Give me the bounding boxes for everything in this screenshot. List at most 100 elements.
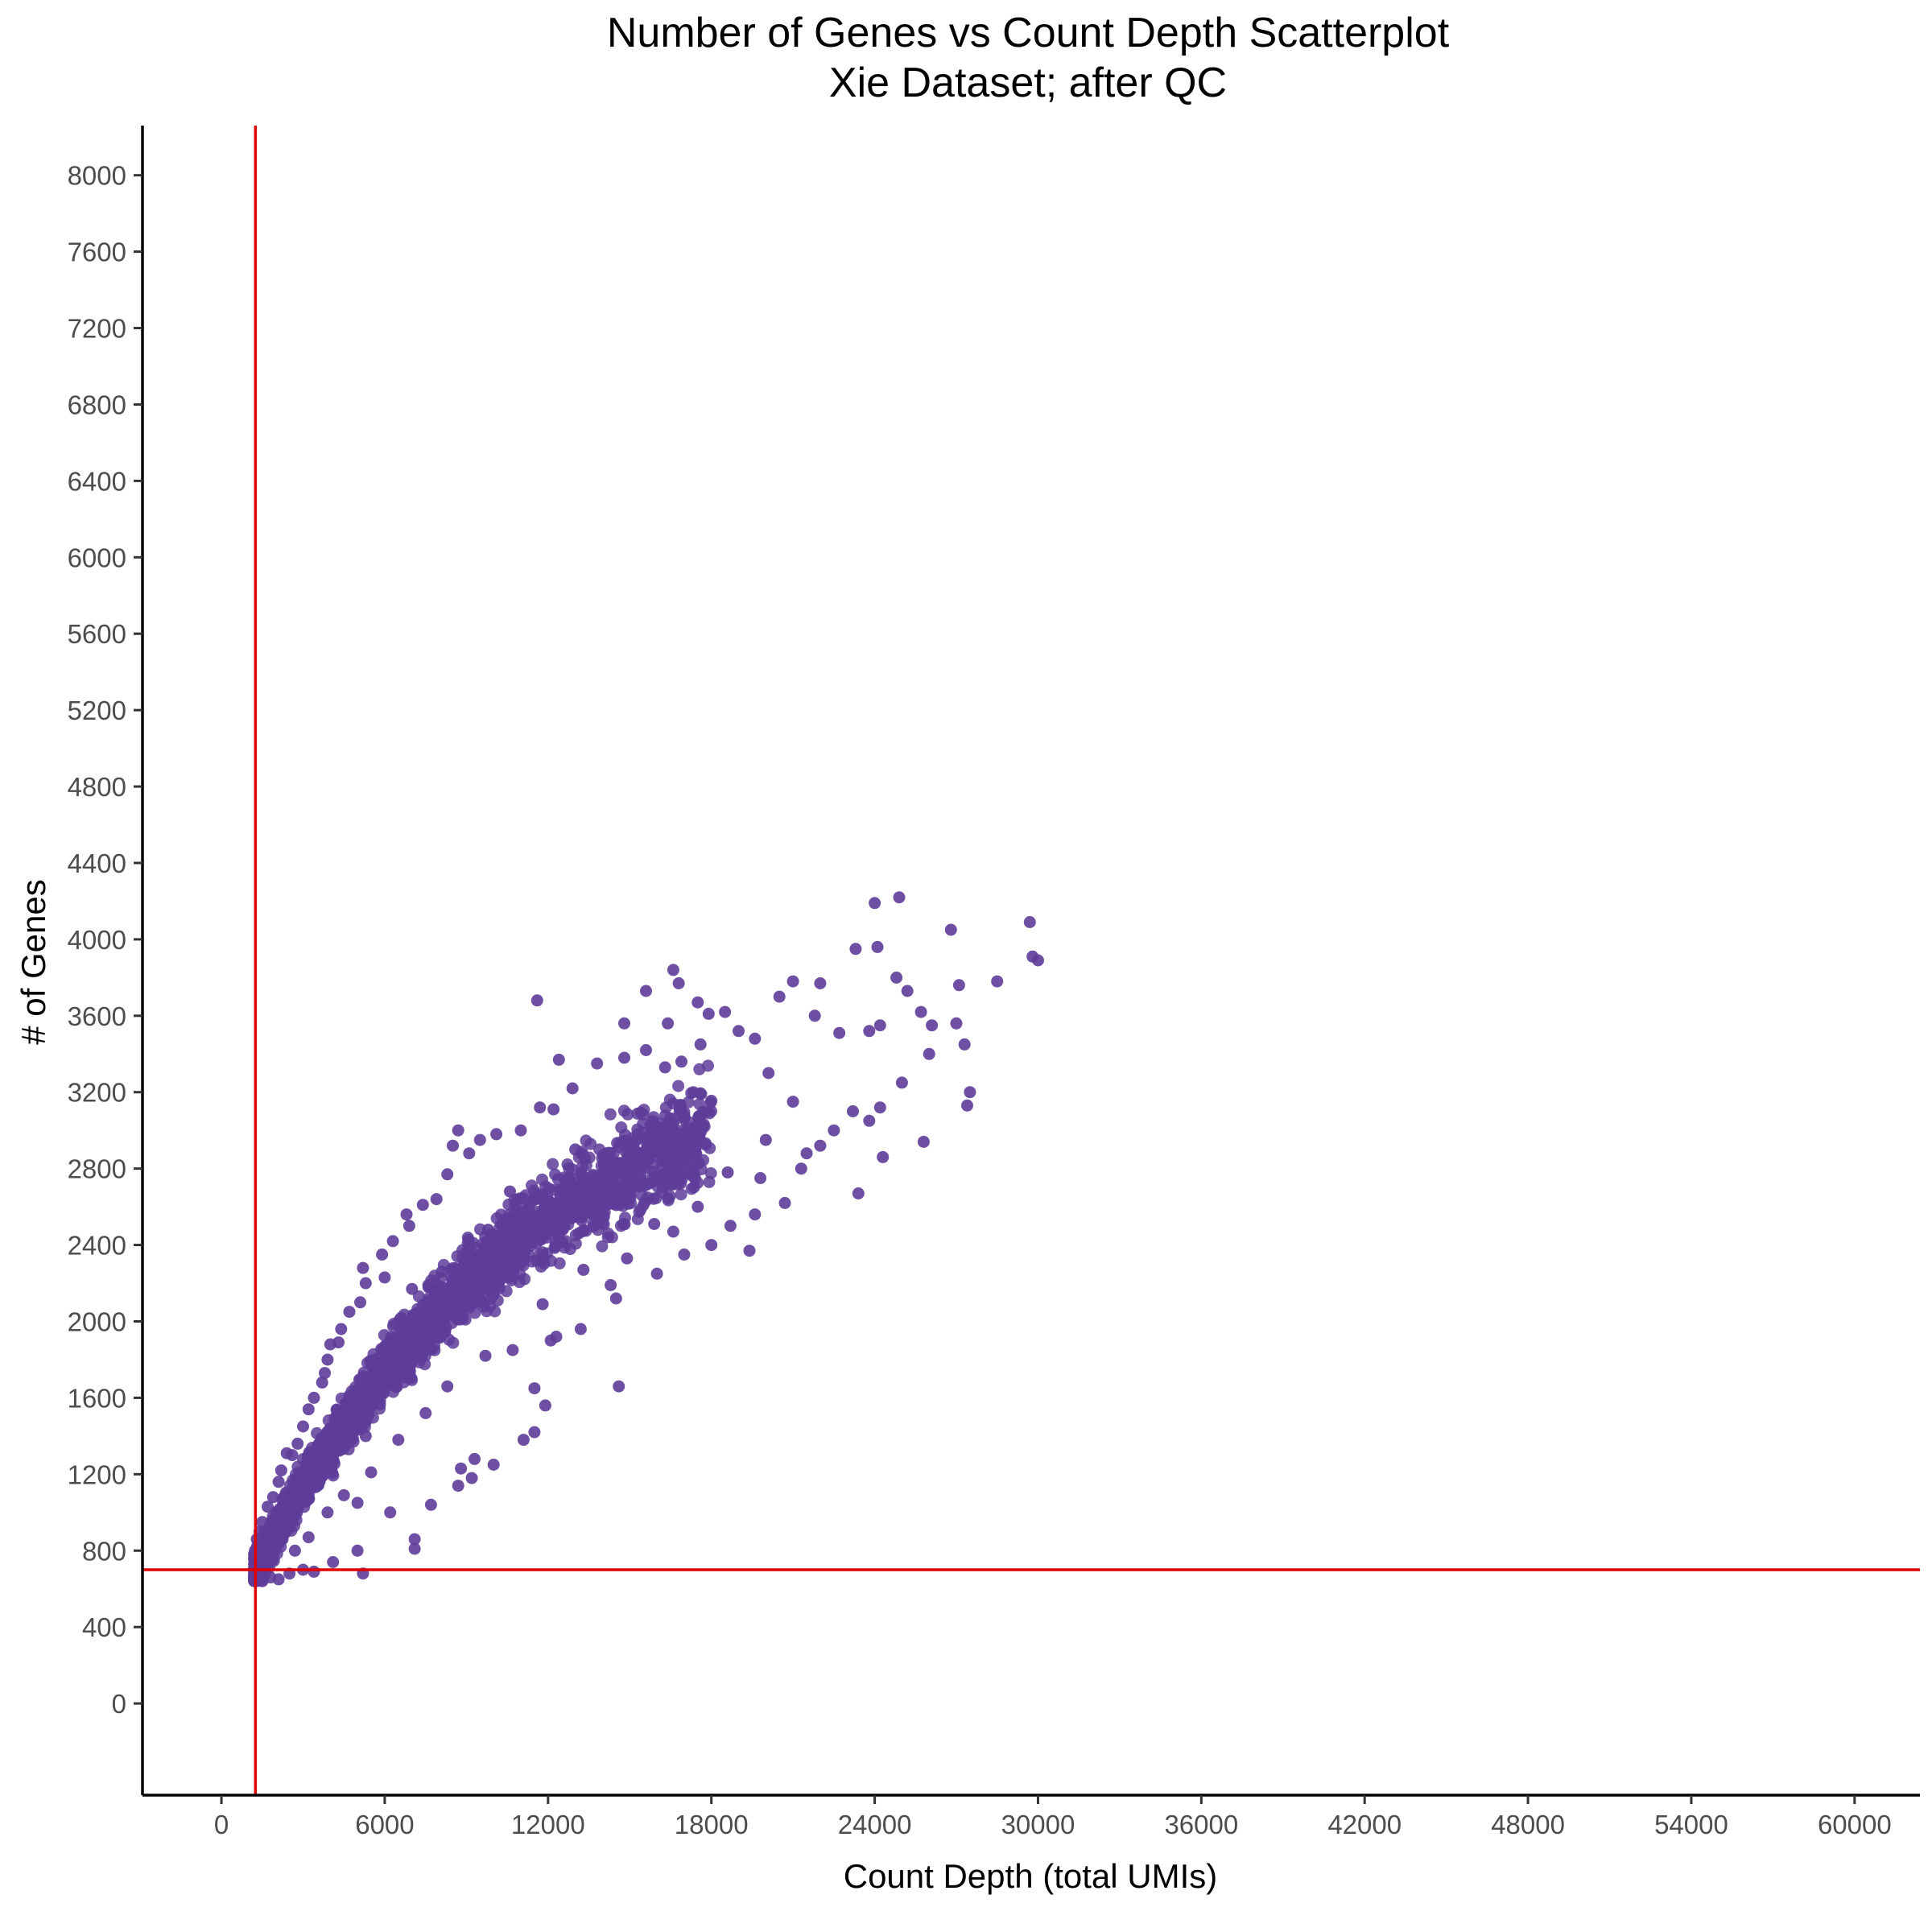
scatter-point xyxy=(514,1258,526,1271)
scatter-point xyxy=(422,1307,434,1319)
scatter-point xyxy=(300,1482,313,1495)
scatter-point xyxy=(877,1150,890,1163)
scatter-point xyxy=(362,1409,375,1421)
y-tick-label: 5200 xyxy=(68,696,126,725)
y-tick-label: 3600 xyxy=(68,1001,126,1031)
scatter-point xyxy=(577,1263,590,1276)
scatter-point xyxy=(662,1017,675,1030)
scatter-point xyxy=(272,1573,285,1586)
scatter-point xyxy=(530,1254,543,1267)
y-tick-label: 0 xyxy=(112,1689,126,1719)
scatter-point xyxy=(597,1216,609,1229)
scatter-point xyxy=(359,1430,372,1443)
scatter-point xyxy=(693,1097,706,1110)
scatter-point xyxy=(528,1216,541,1229)
y-tick-label: 8000 xyxy=(68,161,126,191)
scatter-point xyxy=(702,1007,715,1020)
scatter-point xyxy=(335,1323,348,1335)
scatter-point xyxy=(308,1391,320,1404)
scatter-point xyxy=(419,1406,432,1419)
scatter-point xyxy=(275,1464,287,1477)
scatter-point xyxy=(374,1402,386,1415)
scatter-point xyxy=(335,1392,348,1405)
scatter-point xyxy=(608,1146,620,1159)
scatter-point xyxy=(749,1208,762,1221)
scatter-point xyxy=(288,1544,301,1557)
scatter-point xyxy=(640,985,652,997)
scatter-point xyxy=(319,1367,331,1380)
scatter-point xyxy=(378,1271,391,1284)
scatter-point xyxy=(550,1331,563,1343)
scatter-point xyxy=(630,1178,643,1191)
scatter-point xyxy=(552,1053,565,1066)
scatter-point xyxy=(675,1177,687,1190)
scatter-point xyxy=(762,1067,775,1080)
scatter-point xyxy=(266,1491,279,1504)
x-tick-label: 0 xyxy=(214,1810,229,1839)
scatter-point xyxy=(504,1185,516,1198)
x-tick-label: 54000 xyxy=(1654,1810,1728,1839)
scatter-point xyxy=(517,1234,530,1247)
scatter-point xyxy=(441,1380,454,1393)
scatter-point xyxy=(621,1252,634,1265)
scatter-point xyxy=(640,1044,652,1056)
scatter-point xyxy=(327,1556,340,1568)
scatter-point xyxy=(759,1133,772,1146)
scatter-point xyxy=(539,1199,552,1212)
scatter-point xyxy=(547,1103,560,1116)
scatter-point xyxy=(401,1316,414,1329)
scatter-point xyxy=(327,1439,340,1451)
x-tick-label: 12000 xyxy=(511,1810,585,1839)
scatter-point xyxy=(553,1183,566,1196)
scatter-point xyxy=(584,1178,597,1191)
scatter-point xyxy=(549,1168,561,1181)
scatter-point xyxy=(534,1101,547,1114)
scatter-point xyxy=(500,1285,513,1298)
scatter-point xyxy=(430,1193,443,1206)
scatter-point xyxy=(1032,954,1044,967)
y-tick-label: 800 xyxy=(82,1536,126,1566)
scatter-point xyxy=(403,1348,415,1360)
scatter-point xyxy=(950,1017,963,1030)
scatter-point xyxy=(264,1551,277,1564)
scatter-point xyxy=(357,1261,369,1274)
scatter-point xyxy=(357,1373,369,1385)
scatter-point xyxy=(440,1291,453,1304)
scatter-point xyxy=(605,1231,618,1244)
scatter-point xyxy=(596,1240,609,1253)
scatter-point xyxy=(384,1506,397,1519)
scatter-point xyxy=(704,1096,717,1108)
scatter-point xyxy=(337,1488,350,1501)
scatter-point xyxy=(308,1565,320,1578)
scatter-point xyxy=(481,1224,494,1236)
y-tick-label: 7200 xyxy=(68,314,126,344)
scatter-point xyxy=(672,977,685,989)
scatter-point xyxy=(691,1176,704,1189)
x-tick-label: 60000 xyxy=(1818,1810,1892,1839)
scatter-point xyxy=(345,1420,358,1433)
scatter-point xyxy=(291,1437,304,1450)
scatter-point xyxy=(535,1225,547,1238)
scatter-point xyxy=(359,1277,372,1290)
scatter-point xyxy=(351,1544,364,1557)
scatter-point xyxy=(773,990,786,1003)
scatter-point xyxy=(539,1399,551,1412)
scatter-point xyxy=(379,1379,391,1392)
scatter-point xyxy=(452,1306,465,1319)
scatter-point xyxy=(694,1038,707,1051)
scatter-point xyxy=(642,1191,654,1204)
y-tick-label: 6800 xyxy=(68,390,126,419)
scatter-point xyxy=(795,1162,807,1175)
scatter-point xyxy=(808,1009,821,1022)
scatter-point xyxy=(582,1187,595,1200)
scatter-point xyxy=(749,1032,762,1045)
scatter-point xyxy=(576,1160,588,1173)
y-tick-label: 5600 xyxy=(68,619,126,649)
x-tick-label: 36000 xyxy=(1164,1810,1238,1839)
scatter-point xyxy=(873,1101,886,1114)
scatter-point xyxy=(505,1248,518,1261)
scatter-point xyxy=(455,1265,468,1278)
scatter-point xyxy=(386,1235,399,1248)
